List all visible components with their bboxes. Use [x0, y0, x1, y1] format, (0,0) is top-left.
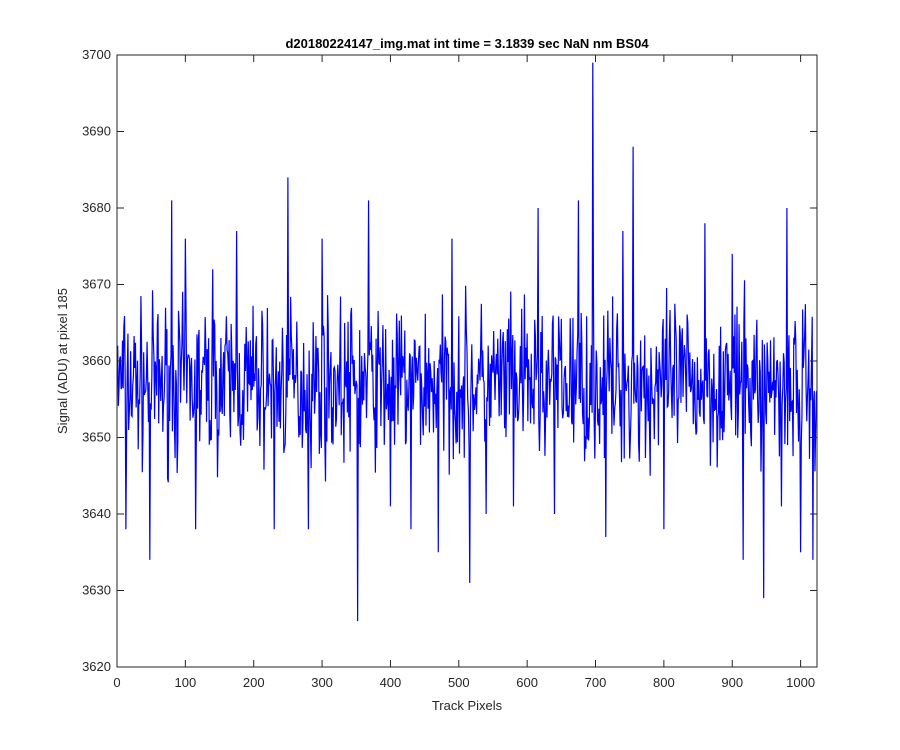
- x-tick-label: 100: [175, 675, 197, 690]
- x-tick-label: 700: [585, 675, 607, 690]
- x-tick-label: 800: [653, 675, 675, 690]
- y-tick-label: 3680: [82, 200, 111, 215]
- chart-title: d20180224147_img.mat int time = 3.1839 s…: [285, 36, 649, 51]
- series-line: [117, 62, 818, 622]
- y-tick-label: 3660: [82, 353, 111, 368]
- plot-frame: [116, 54, 818, 668]
- x-tick-label: 1000: [786, 675, 815, 690]
- y-tick-label: 3620: [82, 659, 111, 674]
- y-tick-label: 3640: [82, 506, 111, 521]
- x-tick-label: 200: [243, 675, 265, 690]
- x-tick-label: 600: [516, 675, 538, 690]
- x-tick-label: 900: [721, 675, 743, 690]
- x-axis-label: Track Pixels: [432, 698, 503, 713]
- y-tick-label: 3650: [82, 430, 111, 445]
- y-tick-label: 3690: [82, 124, 111, 139]
- series-layer: [117, 62, 818, 622]
- y-tick-label: 3630: [82, 583, 111, 598]
- ticks-layer: 0 100 200 300 400 500 600 700 800 900 1000 3620 3630…: [82, 47, 817, 690]
- y-axis-label: Signal (ADU) at pixel 185: [55, 288, 70, 434]
- x-tick-label: 300: [311, 675, 333, 690]
- x-tick-label: 0: [113, 675, 120, 690]
- y-tick-label: 3670: [82, 277, 111, 292]
- y-tick-label: 3700: [82, 47, 111, 62]
- x-tick-label: 400: [380, 675, 402, 690]
- x-tick-label: 500: [448, 675, 470, 690]
